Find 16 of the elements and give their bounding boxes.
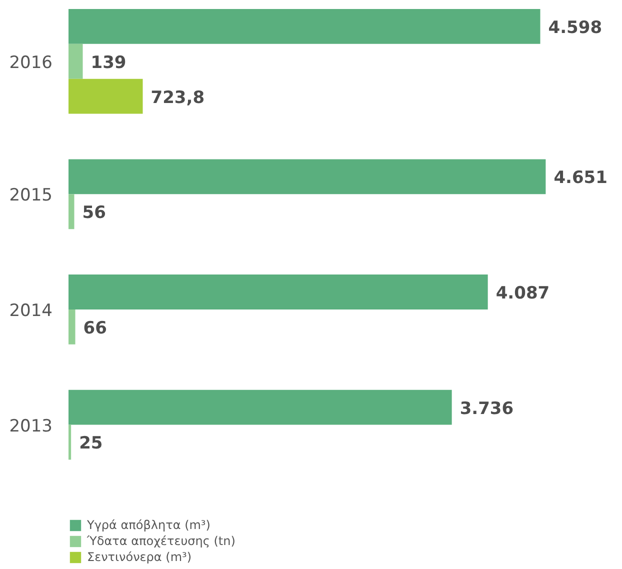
legend-label: Υγρά απόβλητα (m³)	[87, 518, 210, 532]
legend-label: Σεντινόνερα (m³)	[87, 550, 192, 564]
data-label: 66	[83, 318, 107, 338]
data-label: 723,8	[150, 88, 205, 108]
y-tick-label: 2015	[9, 186, 52, 206]
data-label: 25	[79, 434, 103, 454]
data-label: 4.087	[496, 283, 550, 304]
data-label: 4.598	[548, 18, 602, 38]
data-label: 3.736	[460, 398, 514, 419]
data-label: 139	[90, 52, 126, 73]
data-label: 56	[82, 203, 106, 224]
legend-label: Ύδατα αποχέτευσης (tn)	[87, 534, 236, 548]
y-tick-label: 2013	[9, 416, 52, 436]
y-tick-label: 2014	[9, 300, 52, 321]
data-label: 4.651	[554, 168, 608, 188]
y-tick-label: 2016	[9, 52, 52, 73]
